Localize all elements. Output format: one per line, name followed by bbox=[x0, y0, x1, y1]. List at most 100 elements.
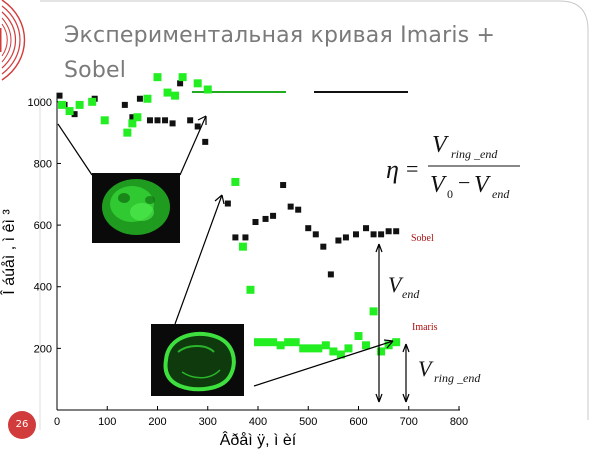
point-sobel bbox=[129, 114, 136, 121]
series-label-sobel: Sobel bbox=[411, 233, 434, 244]
annotation-arrows bbox=[57, 115, 410, 403]
y-tick-label: 800 bbox=[34, 158, 52, 170]
point-imaris bbox=[284, 338, 293, 347]
point-sobel bbox=[71, 111, 78, 118]
point-imaris bbox=[246, 285, 255, 294]
point-sobel bbox=[320, 243, 327, 250]
formula-minus: − bbox=[458, 170, 470, 195]
point-imaris bbox=[65, 107, 74, 116]
point-sobel bbox=[378, 231, 385, 238]
point-sobel bbox=[385, 228, 392, 235]
x-tick-label: 200 bbox=[148, 416, 166, 428]
point-imaris bbox=[231, 177, 240, 186]
formula-den-v0-sub: 0 bbox=[447, 187, 453, 201]
point-imaris bbox=[133, 113, 142, 122]
point-imaris bbox=[153, 73, 162, 82]
point-imaris bbox=[377, 347, 386, 356]
point-imaris bbox=[128, 119, 137, 128]
point-imaris bbox=[329, 347, 338, 356]
x-ticks: 0 100 200 300 400 500 600 700 800 bbox=[54, 406, 468, 428]
point-sobel bbox=[352, 231, 359, 238]
point-sobel bbox=[146, 117, 153, 124]
point-sobel bbox=[242, 234, 249, 241]
formula-den-v0: V bbox=[430, 172, 447, 198]
decorative-arcs bbox=[0, 0, 26, 81]
point-imaris bbox=[276, 341, 285, 350]
x-tick-label: 600 bbox=[349, 416, 367, 428]
y-axis-label: Î áúåì , ì êì ³ bbox=[0, 209, 18, 296]
x-tick-label: 300 bbox=[199, 416, 217, 428]
point-imaris bbox=[321, 341, 330, 350]
point-imaris bbox=[163, 88, 172, 97]
vring-label: V ring _end bbox=[418, 356, 481, 385]
formula-equals: = bbox=[406, 156, 418, 181]
point-imaris bbox=[238, 242, 247, 251]
point-imaris bbox=[58, 100, 67, 109]
y-tick-label: 200 bbox=[34, 343, 52, 355]
point-imaris bbox=[100, 116, 109, 125]
cell-image-bottom bbox=[151, 324, 244, 396]
point-sobel bbox=[169, 120, 176, 127]
point-imaris bbox=[171, 91, 180, 100]
point-imaris bbox=[344, 344, 353, 353]
x-axis-label: Âðåì ÿ, ì èí bbox=[220, 430, 297, 449]
point-imaris bbox=[299, 344, 308, 353]
y-tick-label: 400 bbox=[34, 282, 52, 294]
point-sobel bbox=[232, 234, 239, 241]
y-tick-label: 1000 bbox=[28, 97, 52, 109]
slide-frame bbox=[40, 0, 589, 420]
point-imaris bbox=[88, 97, 97, 106]
vring-v: V bbox=[418, 356, 434, 381]
point-sobel bbox=[202, 138, 209, 145]
point-sobel bbox=[342, 234, 349, 241]
point-imaris bbox=[143, 94, 152, 103]
point-sobel bbox=[305, 225, 312, 232]
point-sobel bbox=[177, 80, 184, 87]
point-sobel bbox=[121, 101, 128, 108]
scatter-plot: 0 100 200 300 400 500 600 700 800 200 400 600 800 10… bbox=[28, 73, 468, 428]
point-sobel bbox=[154, 117, 161, 124]
point-sobel bbox=[56, 92, 63, 99]
point-sobel bbox=[262, 215, 269, 222]
point-imaris bbox=[306, 344, 315, 353]
x-tick-label: 400 bbox=[249, 416, 267, 428]
point-imaris bbox=[369, 307, 378, 316]
point-imaris bbox=[203, 85, 212, 94]
point-sobel bbox=[312, 231, 319, 238]
efficiency-formula: η = V ring _end V 0 − V end bbox=[386, 132, 520, 201]
point-sobel bbox=[370, 231, 377, 238]
point-imaris bbox=[75, 100, 84, 109]
x-tick-label: 0 bbox=[54, 416, 60, 428]
point-sobel bbox=[187, 117, 194, 124]
point-imaris bbox=[291, 338, 300, 347]
point-sobel bbox=[194, 123, 201, 130]
point-imaris bbox=[123, 128, 132, 137]
y-tick-label: 600 bbox=[34, 220, 52, 232]
point-sobel bbox=[327, 271, 334, 278]
point-imaris bbox=[254, 338, 262, 347]
page-title: Экспериментальная кривая Imaris + Sobel bbox=[64, 23, 496, 83]
point-imaris bbox=[178, 73, 187, 82]
point-imaris bbox=[362, 341, 371, 350]
vend-label: V end bbox=[388, 272, 420, 301]
point-imaris bbox=[392, 338, 401, 347]
x-tick-label: 500 bbox=[299, 416, 317, 428]
point-sobel bbox=[162, 117, 169, 124]
point-imaris bbox=[314, 344, 323, 353]
vring-sub: ring _end bbox=[434, 371, 481, 385]
y-ticks: 200 400 600 800 1000 bbox=[28, 97, 61, 355]
point-sobel bbox=[280, 182, 287, 189]
point-sobel bbox=[335, 237, 342, 244]
point-sobel bbox=[363, 225, 370, 232]
point-sobel bbox=[224, 200, 231, 207]
point-imaris bbox=[354, 332, 363, 341]
x-tick-label: 100 bbox=[98, 416, 116, 428]
x-tick-label: 800 bbox=[450, 416, 468, 428]
x-tick-label: 700 bbox=[400, 416, 418, 428]
point-imaris bbox=[269, 338, 278, 347]
series-label-imaris: Imaris bbox=[412, 322, 438, 333]
formula-numerator-v: V bbox=[432, 132, 449, 158]
formula-eta: η bbox=[386, 155, 399, 184]
slide-number-badge: 26 bbox=[8, 411, 36, 439]
